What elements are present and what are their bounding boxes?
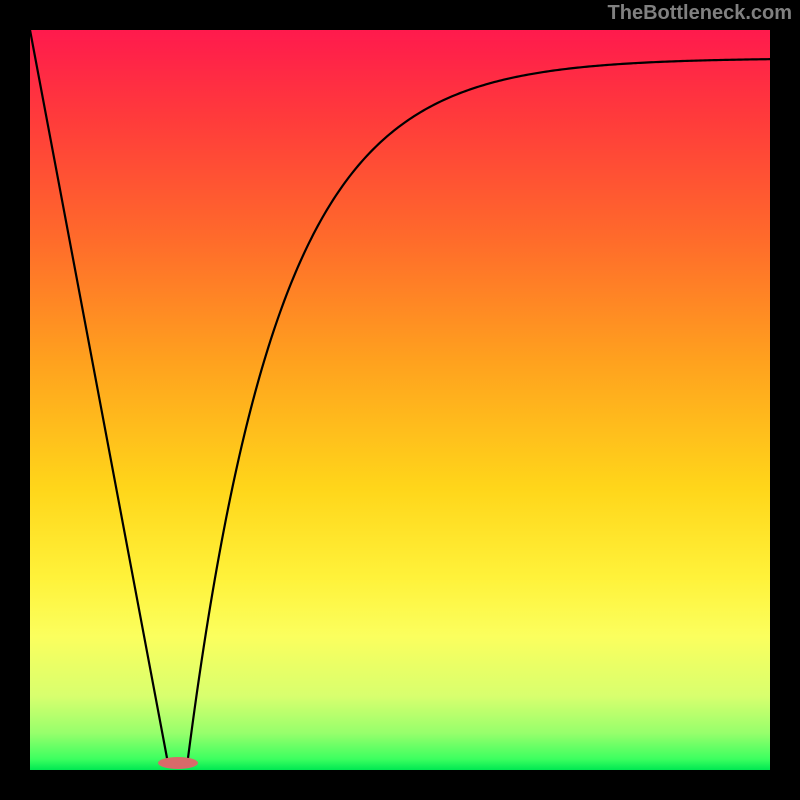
bottleneck-chart (0, 0, 800, 800)
watermark-text: TheBottleneck.com (608, 2, 792, 25)
optimal-marker (158, 757, 198, 769)
chart-container: TheBottleneck.com (0, 0, 800, 800)
